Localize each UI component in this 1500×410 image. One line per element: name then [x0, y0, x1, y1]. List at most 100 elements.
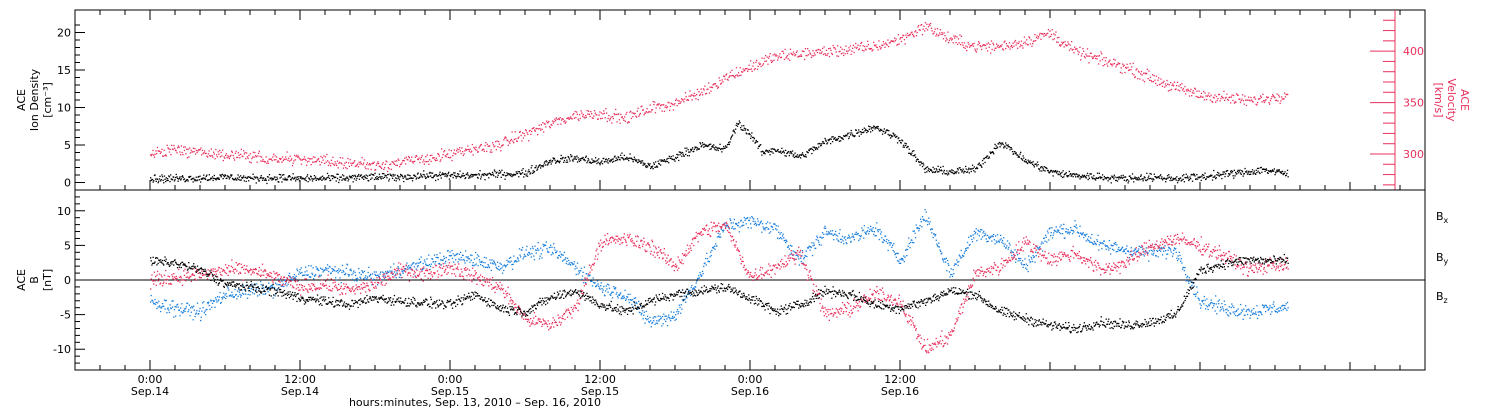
velocity-series-point: [957, 43, 959, 45]
velocity-series-point: [754, 67, 756, 70]
by-series-point: [687, 291, 689, 293]
velocity-series-point: [1067, 41, 1069, 43]
by-series-point: [990, 236, 992, 239]
velocity-series-point: [827, 52, 829, 55]
by-series-point: [253, 293, 255, 295]
by-series-point: [366, 276, 369, 278]
by-series-point: [715, 243, 717, 245]
velocity-series-point: [793, 53, 795, 55]
density-series-point: [246, 177, 249, 179]
density-series-point: [766, 150, 768, 152]
density-series-point: [896, 142, 899, 144]
density-series-point: [195, 179, 197, 181]
velocity-series-point: [851, 50, 853, 52]
velocity-series-point: [572, 114, 574, 116]
by-series-point: [398, 276, 401, 278]
by-series-point: [879, 228, 881, 231]
density-series-point: [157, 182, 159, 184]
density-series-point: [292, 173, 294, 175]
velocity-series-point: [1110, 63, 1112, 65]
density-series-point: [956, 167, 959, 170]
density-series-point: [1215, 177, 1217, 179]
by-series-point: [607, 291, 609, 293]
velocity-series-point: [521, 140, 523, 142]
by-series-point: [1007, 248, 1009, 250]
density-series-point: [865, 128, 867, 130]
density-series-point: [689, 151, 691, 153]
density-series-point: [881, 129, 883, 131]
density-series-point: [280, 176, 282, 178]
density-series-point: [636, 159, 638, 161]
by-series-point: [815, 247, 817, 249]
by-series-point: [891, 244, 894, 246]
by-series-point: [476, 254, 479, 256]
by-series-point: [375, 271, 377, 273]
density-series-point: [774, 149, 776, 151]
density-series-point: [165, 177, 167, 179]
velocity-series-point: [642, 109, 644, 111]
density-series-point: [179, 176, 181, 178]
velocity-series-point: [947, 31, 949, 33]
velocity-series-point: [1175, 88, 1177, 90]
by-series-point: [496, 267, 498, 270]
velocity-series-point: [612, 117, 614, 120]
density-series-point: [848, 137, 850, 140]
velocity-series-point: [662, 104, 664, 106]
density-series-point: [535, 166, 537, 169]
density-series-point: [816, 147, 818, 149]
density-series-point: [1273, 170, 1275, 172]
density-series-point: [1081, 174, 1084, 176]
velocity-series-point: [672, 103, 674, 105]
velocity-series-point: [726, 73, 728, 75]
density-series-point: [1255, 173, 1257, 175]
density-series-point: [1062, 170, 1064, 172]
density-series-point: [260, 176, 262, 178]
density-series-point: [448, 171, 450, 173]
by-series-point: [750, 223, 752, 225]
velocity-series-point: [1211, 100, 1213, 103]
by-series-point: [883, 240, 885, 242]
velocity-series-point: [1166, 79, 1168, 82]
density-series-point: [152, 181, 154, 183]
density-series-point: [345, 179, 347, 181]
density-series-point: [1020, 151, 1022, 153]
velocity-series-point: [275, 159, 277, 161]
by-series-point: [400, 274, 402, 276]
density-series-point: [530, 172, 532, 174]
density-series-point: [1260, 166, 1262, 169]
by-series-point: [228, 289, 230, 291]
velocity-series-point: [192, 151, 194, 153]
velocity-series-point: [868, 47, 870, 50]
density-series-point: [218, 177, 220, 179]
by-series-point: [908, 242, 910, 245]
velocity-series-point: [185, 153, 187, 155]
by-series-point: [624, 289, 626, 291]
velocity-series-point: [900, 37, 902, 39]
by-series-point: [851, 233, 854, 235]
by-series-point: [645, 310, 647, 313]
velocity-series-point: [526, 132, 528, 134]
density-series-point: [240, 179, 242, 181]
velocity-series-point: [258, 150, 260, 152]
by-series-point: [448, 255, 451, 257]
velocity-series-point: [1215, 95, 1218, 98]
density-series-point: [472, 175, 474, 177]
velocity-series-point: [402, 160, 404, 162]
by-series-point: [212, 299, 214, 302]
velocity-series-point: [631, 112, 633, 114]
density-series-point: [196, 179, 199, 181]
by-series-point: [916, 227, 918, 229]
by-series-point: [674, 319, 676, 321]
by-series-point: [857, 232, 859, 235]
by-series-point: [931, 228, 934, 230]
velocity-series-point: [258, 152, 260, 154]
density-series-point: [901, 139, 903, 141]
density-series-point: [458, 176, 461, 178]
velocity-series-point: [1060, 44, 1062, 46]
velocity-series-point: [528, 140, 530, 142]
density-series-point: [199, 175, 201, 177]
by-series-point: [639, 312, 641, 314]
by-series-point: [157, 306, 159, 308]
by-series-point: [1080, 233, 1082, 235]
by-series-point: [333, 269, 335, 271]
